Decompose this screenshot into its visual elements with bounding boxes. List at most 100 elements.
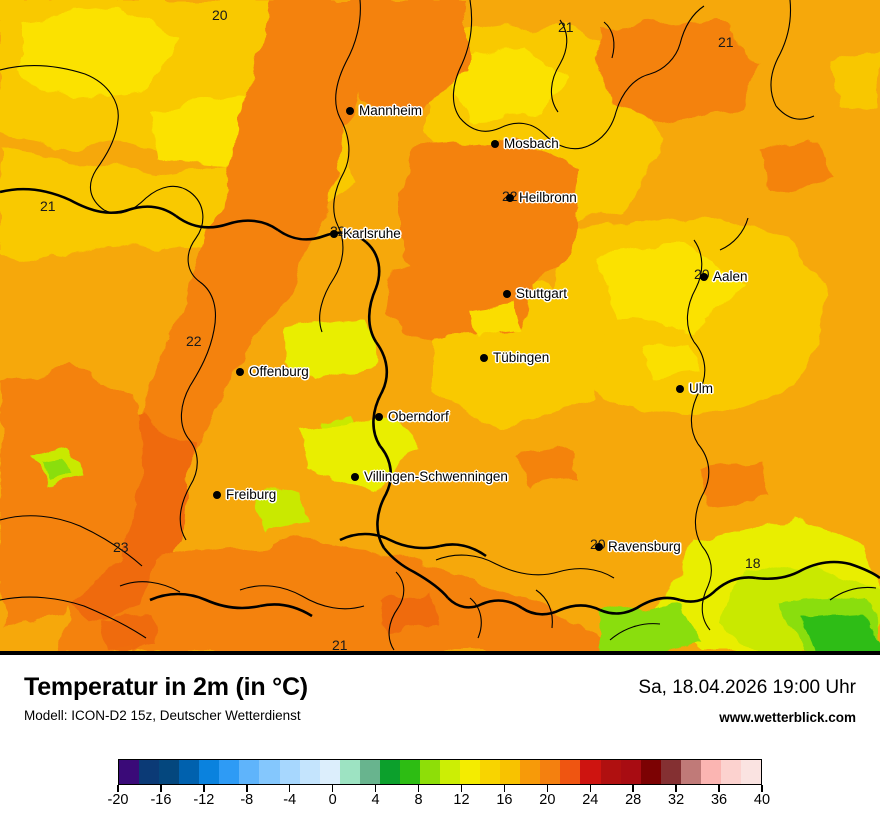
contour-label: 21	[332, 637, 348, 653]
colorbar-swatch	[319, 760, 340, 784]
contour-label: 23	[113, 539, 129, 555]
colorbar-tick	[246, 785, 248, 792]
colorbar-tick	[632, 785, 634, 792]
colorbar-swatch	[419, 760, 440, 784]
colorbar-swatch	[119, 760, 140, 784]
colorbar-swatch	[740, 760, 761, 784]
colorbar-tick	[117, 785, 119, 792]
city-label: Freiburg	[226, 487, 277, 502]
city-dot-icon	[676, 384, 684, 393]
city-marker-heilbronn[interactable]: Heilbronn	[506, 190, 577, 205]
city-dot-icon	[351, 472, 359, 481]
city-label: Mannheim	[359, 103, 423, 118]
city-marker-villingen-schwenningen[interactable]: Villingen-Schwenningen	[351, 469, 508, 484]
colorbar-swatch	[560, 760, 581, 784]
colorbar-tick	[417, 785, 420, 792]
city-marker-stuttgart[interactable]: Stuttgart	[503, 286, 567, 301]
city-label: Mosbach	[504, 136, 559, 151]
city-marker-mannheim[interactable]: Mannheim	[346, 103, 422, 118]
colorbar-swatches	[118, 759, 762, 785]
city-dot-icon	[346, 106, 354, 115]
colorbar-tick-label: 12	[453, 792, 470, 808]
colorbar-tick	[546, 785, 549, 792]
colorbar-tick-label: -8	[240, 792, 254, 808]
city-dot-icon	[236, 367, 244, 376]
colorbar-tick-label: 16	[496, 792, 513, 808]
contour-label: 18	[745, 555, 761, 571]
colorbar-tick-label: 0	[328, 792, 337, 808]
colorbar-tick	[761, 785, 763, 792]
colorbar-tick-label: -16	[150, 792, 172, 808]
footer-panel: Temperatur in 2m (in °C) Modell: ICON-D2…	[0, 655, 880, 830]
colorbar-swatch	[299, 760, 320, 784]
colorbar-swatch	[660, 760, 681, 784]
city-label: Villingen-Schwenningen	[364, 469, 508, 484]
city-marker-freiburg[interactable]: Freiburg	[213, 487, 276, 502]
colorbar-swatch	[640, 760, 661, 784]
colorbar-swatch	[540, 760, 561, 784]
colorbar-tick-label: -12	[193, 792, 215, 808]
city-dot-icon	[375, 412, 383, 421]
city-marker-ulm[interactable]: Ulm	[676, 381, 713, 396]
city-dot-icon	[595, 542, 603, 551]
website-link[interactable]: www.wetterblick.com	[719, 710, 856, 725]
city-dot-icon	[213, 490, 221, 499]
district-borders	[0, 0, 877, 651]
city-label: Karlsruhe	[343, 226, 401, 241]
valid-datetime: Sa, 18.04.2026 19:00 Uhr	[638, 677, 856, 698]
colorbar-tick	[160, 785, 162, 792]
colorbar-tick-label: 36	[710, 792, 728, 808]
temperature-map[interactable]: 20 21 21 21 22 23 18 21 22 20 22 20 Mann…	[0, 0, 880, 655]
colorbar-tick	[460, 785, 463, 792]
colorbar-tick	[331, 785, 334, 792]
city-marker-oberndorf[interactable]: Oberndorf	[375, 409, 449, 424]
colorbar-swatch	[219, 760, 240, 784]
colorbar-swatch	[440, 760, 461, 784]
national-borders	[0, 187, 880, 618]
colorbar-tick	[675, 785, 677, 792]
city-label: Tübingen	[493, 350, 550, 365]
colorbar-swatch	[520, 760, 541, 784]
city-dot-icon	[491, 139, 499, 148]
city-marker-karlsruhe[interactable]: Karlsruhe	[330, 226, 401, 241]
city-marker-ravensburg[interactable]: Ravensburg	[595, 539, 681, 554]
colorbar-swatch	[139, 760, 160, 784]
colorbar-swatch	[259, 760, 280, 784]
colorbar-tick-label: 28	[625, 792, 642, 808]
city-marker-aalen[interactable]: Aalen	[700, 269, 748, 284]
colorbar-tick	[503, 785, 506, 792]
contour-label: 21	[718, 34, 734, 50]
contour-label: 21	[40, 198, 56, 214]
colorbar-tick-label: 8	[414, 792, 423, 808]
city-marker-tuebingen[interactable]: Tübingen	[480, 350, 549, 365]
temperature-field-svg	[0, 0, 880, 655]
colorbar-swatch	[720, 760, 741, 784]
colorbar-tick	[288, 785, 291, 792]
city-label: Offenburg	[249, 364, 309, 379]
colorbar-swatch	[159, 760, 180, 784]
city-label: Stuttgart	[516, 286, 568, 301]
contour-label: 20	[212, 7, 228, 23]
colorbar-swatch	[680, 760, 701, 784]
colorbar-tick	[203, 785, 205, 792]
colorbar-tick-labels: -20 -16 -12 -8 -4 0 4 8 12 16 20 24 28 32 36 40	[108, 792, 771, 812]
colorbar-legend: -20 -16 -12 -8 -4 0 4 8 12 16 20 24 28 32 36 40	[108, 759, 770, 808]
colorbar-swatch	[359, 760, 380, 784]
city-label: Aalen	[713, 269, 748, 284]
colorbar-swatch	[480, 760, 501, 784]
colorbar-swatch	[279, 760, 300, 784]
city-marker-mosbach[interactable]: Mosbach	[491, 136, 559, 151]
colorbar-tick	[374, 785, 377, 792]
city-marker-offenburg[interactable]: Offenburg	[236, 364, 309, 379]
colorbar-swatch	[580, 760, 601, 784]
city-label: Heilbronn	[519, 190, 577, 205]
contour-label: 22	[186, 333, 202, 349]
colorbar-swatch	[700, 760, 721, 784]
colorbar-swatch	[399, 760, 420, 784]
city-label: Oberndorf	[388, 409, 449, 424]
colorbar-tick-label: 24	[582, 792, 599, 808]
city-dot-icon	[480, 353, 488, 362]
colorbar-swatch	[239, 760, 260, 784]
contour-label: 21	[558, 19, 574, 35]
